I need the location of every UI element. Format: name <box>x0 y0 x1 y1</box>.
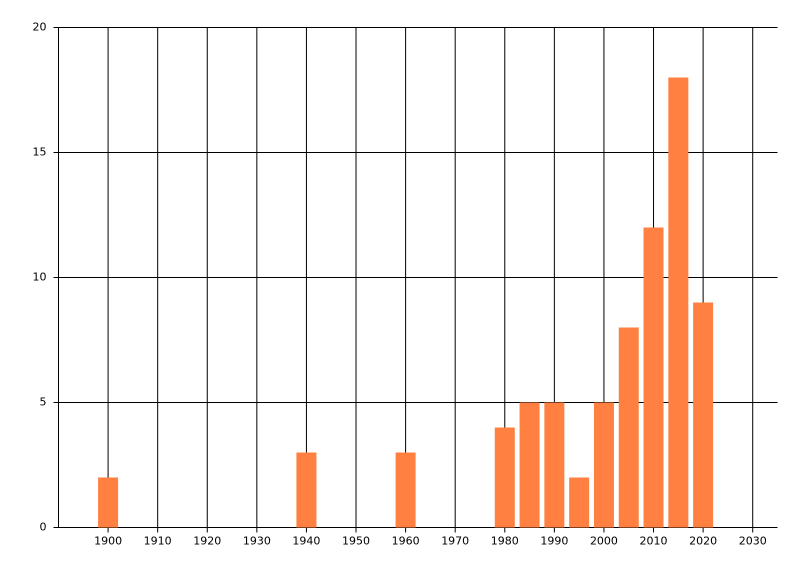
y-tick-label: 15 <box>33 146 47 159</box>
bar <box>519 402 540 528</box>
x-tick-label: 2020 <box>689 535 717 548</box>
x-tick-label: 1960 <box>392 535 420 548</box>
bar <box>643 227 664 528</box>
bar <box>544 402 565 528</box>
bar <box>693 302 714 528</box>
bar <box>494 427 515 528</box>
y-tick-label: 10 <box>33 271 47 284</box>
bar <box>593 402 614 528</box>
x-tick-label: 2010 <box>640 535 668 548</box>
y-tick-label: 20 <box>33 21 47 34</box>
bar <box>98 477 119 528</box>
x-tick-label: 1930 <box>243 535 271 548</box>
bar <box>569 477 590 528</box>
x-tick-label: 1980 <box>491 535 519 548</box>
y-tick-label: 0 <box>40 521 47 534</box>
x-tick-label: 1900 <box>94 535 122 548</box>
bar <box>395 452 416 528</box>
x-tick-label: 1990 <box>540 535 568 548</box>
x-tick-label: 1910 <box>144 535 172 548</box>
bar <box>296 452 317 528</box>
x-tick-label: 1950 <box>342 535 370 548</box>
x-tick-label: 1970 <box>441 535 469 548</box>
x-tick-label: 1940 <box>292 535 320 548</box>
y-tick-label: 5 <box>40 396 47 409</box>
x-tick-label: 2030 <box>739 535 767 548</box>
x-tick-label: 1920 <box>193 535 221 548</box>
bar <box>668 77 689 528</box>
x-tick-label: 2000 <box>590 535 618 548</box>
bar <box>618 327 639 528</box>
